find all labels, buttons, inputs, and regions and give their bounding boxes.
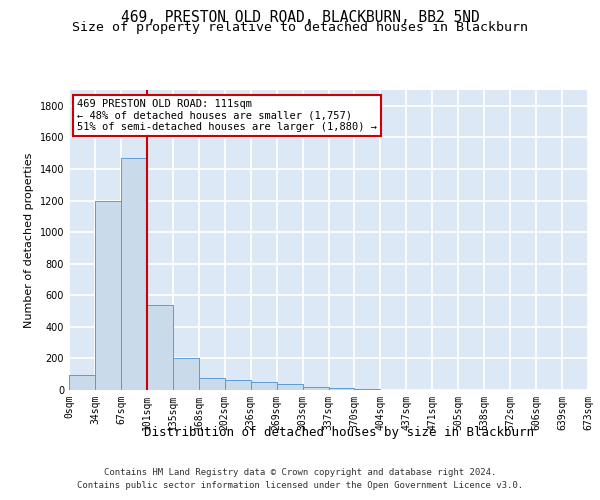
Y-axis label: Number of detached properties: Number of detached properties <box>24 152 34 328</box>
Text: Distribution of detached houses by size in Blackburn: Distribution of detached houses by size … <box>144 426 534 439</box>
Bar <box>302 387 329 390</box>
Bar <box>329 388 355 390</box>
Bar <box>121 158 147 390</box>
Bar <box>225 380 251 390</box>
Text: 469 PRESTON OLD ROAD: 111sqm
← 48% of detached houses are smaller (1,757)
51% of: 469 PRESTON OLD ROAD: 111sqm ← 48% of de… <box>77 99 377 132</box>
Bar <box>277 384 302 390</box>
Bar <box>95 200 121 390</box>
Text: Contains public sector information licensed under the Open Government Licence v3: Contains public sector information licen… <box>77 480 523 490</box>
Bar <box>251 382 277 390</box>
Bar <box>173 358 199 390</box>
Text: 469, PRESTON OLD ROAD, BLACKBURN, BB2 5ND: 469, PRESTON OLD ROAD, BLACKBURN, BB2 5N… <box>121 10 479 25</box>
Bar <box>147 304 173 390</box>
Bar <box>199 378 224 390</box>
Text: Contains HM Land Registry data © Crown copyright and database right 2024.: Contains HM Land Registry data © Crown c… <box>104 468 496 477</box>
Bar <box>69 375 95 390</box>
Text: Size of property relative to detached houses in Blackburn: Size of property relative to detached ho… <box>72 21 528 34</box>
Bar <box>355 389 380 390</box>
